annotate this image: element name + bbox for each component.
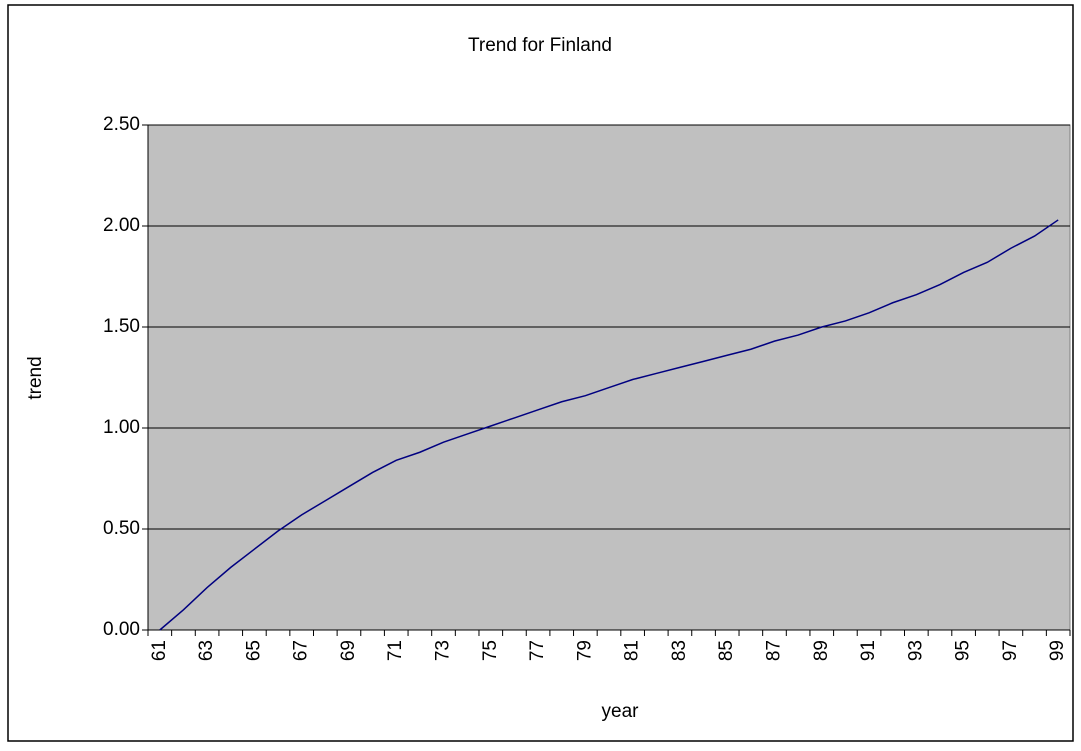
chart-title: Trend for Finland	[468, 35, 612, 56]
x-tick-label: 97	[1000, 640, 1021, 661]
x-tick-label: 69	[338, 640, 359, 661]
x-tick-label: 65	[243, 640, 264, 661]
x-tick-label: 89	[811, 640, 832, 661]
x-tick-label: 73	[433, 640, 454, 661]
y-axis-label: trend	[25, 356, 46, 399]
x-tick-label: 99	[1047, 640, 1068, 661]
y-tick-label: 0.50	[103, 518, 140, 539]
x-tick-label: 77	[527, 640, 548, 661]
x-axis-label: year	[602, 701, 640, 722]
data-line	[159, 219, 1059, 631]
plot-area	[147, 124, 1071, 631]
x-tick-label: 83	[669, 640, 690, 661]
x-tick-label: 75	[480, 640, 501, 661]
x-tick-label: 79	[574, 640, 595, 661]
x-tick-label: 71	[385, 640, 406, 661]
y-tick-label: 1.50	[103, 316, 140, 337]
y-tick-label: 1.00	[103, 417, 140, 438]
x-tick-label: 87	[764, 640, 785, 661]
y-tick-label: 2.00	[103, 215, 140, 236]
x-tick-label: 91	[858, 640, 879, 661]
x-tick-label: 63	[196, 640, 217, 661]
x-tick-label: 95	[953, 640, 974, 661]
x-tick-label: 61	[149, 640, 170, 661]
x-tick-label: 67	[291, 640, 312, 661]
y-tick-label: 0.00	[103, 619, 140, 640]
y-tick-label: 2.50	[103, 114, 140, 135]
x-tick-label: 81	[622, 640, 643, 661]
x-tick-label: 93	[905, 640, 926, 661]
x-tick-label: 85	[716, 640, 737, 661]
